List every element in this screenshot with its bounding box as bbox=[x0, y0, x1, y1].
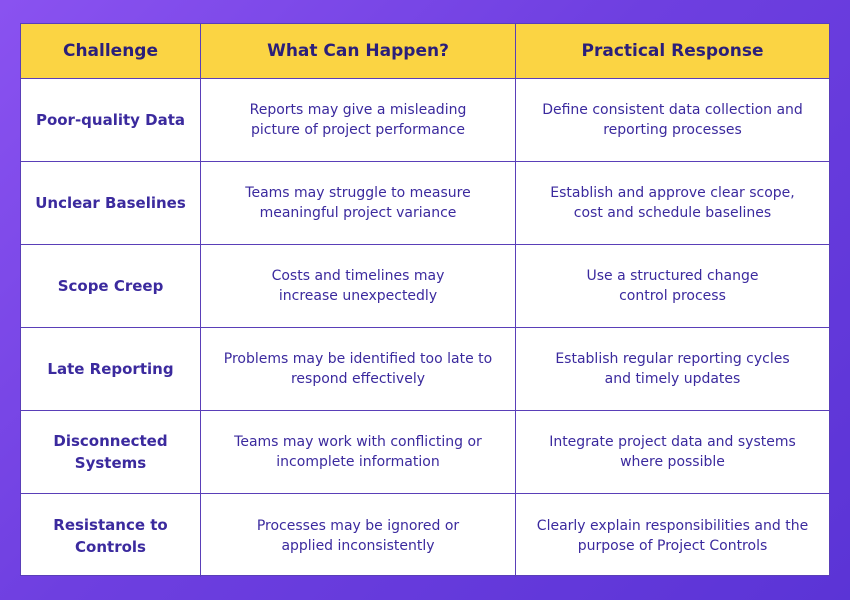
challenge-cell: Late Reporting bbox=[21, 328, 201, 410]
header-challenge: Challenge bbox=[21, 24, 201, 78]
what-can-happen-cell: Reports may give a misleading picture of… bbox=[201, 79, 516, 161]
practical-response-cell: Establish and approve clear scope, cost … bbox=[550, 185, 795, 221]
challenge-cell: Unclear Baselines bbox=[21, 162, 201, 244]
challenge-cell: Disconnected Systems bbox=[21, 411, 201, 493]
header-practical-response: Practical Response bbox=[581, 41, 764, 61]
table-header-row: Challenge What Can Happen? Practical Res… bbox=[21, 24, 829, 79]
challenge-cell: Resistance to Controls bbox=[21, 494, 201, 577]
what-can-happen-cell: Teams may work with conflicting or incom… bbox=[201, 411, 516, 493]
table-row: Disconnected Systems Teams may work with… bbox=[21, 411, 829, 494]
table-row: Resistance to Controls Processes may be … bbox=[21, 494, 829, 577]
what-can-happen-cell: Processes may be ignored or applied inco… bbox=[201, 494, 516, 577]
challenges-table: Challenge What Can Happen? Practical Res… bbox=[20, 23, 830, 577]
challenge-cell: Scope Creep bbox=[21, 245, 201, 327]
table-row: Scope Creep Costs and timelines may incr… bbox=[21, 245, 829, 328]
practical-response-cell: Define consistent data collection and re… bbox=[542, 102, 803, 138]
practical-response-cell: Integrate project data and systems where… bbox=[549, 434, 796, 470]
practical-response-cell: Establish regular reporting cycles and t… bbox=[555, 351, 790, 387]
header-what-can-happen: What Can Happen? bbox=[201, 24, 516, 78]
table-row: Late Reporting Problems may be identifie… bbox=[21, 328, 829, 411]
practical-response-cell: Use a structured change control process bbox=[586, 268, 759, 304]
table-row: Poor-quality Data Reports may give a mis… bbox=[21, 79, 829, 162]
what-can-happen-cell: Problems may be identified too late to r… bbox=[201, 328, 516, 410]
what-can-happen-cell: Costs and timelines may increase unexpec… bbox=[201, 245, 516, 327]
challenge-cell: Poor-quality Data bbox=[21, 79, 201, 161]
practical-response-cell: Clearly explain responsibilities and the… bbox=[536, 517, 809, 554]
what-can-happen-cell: Teams may struggle to measure meaningful… bbox=[201, 162, 516, 244]
table-row: Unclear Baselines Teams may struggle to … bbox=[21, 162, 829, 245]
